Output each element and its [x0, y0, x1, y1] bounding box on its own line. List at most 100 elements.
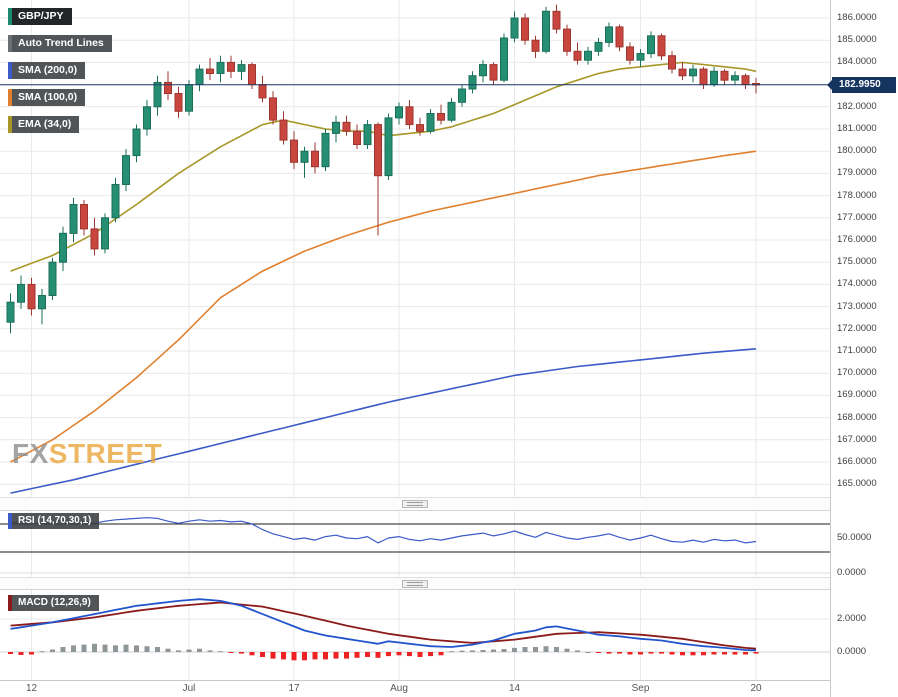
macd-histogram-bar	[344, 652, 349, 659]
macd-histogram-bar	[39, 651, 45, 653]
sma-200-badge[interactable]: SMA (200,0)	[8, 62, 86, 79]
macd-histogram-bar	[428, 652, 433, 657]
rsi-chart-canvas[interactable]	[0, 511, 830, 577]
macd-histogram-bar	[396, 652, 402, 656]
macd-histogram-bar	[8, 652, 13, 654]
candle-body	[636, 53, 645, 61]
ema-34-badge[interactable]: EMA (34,0)	[8, 116, 80, 133]
macd-histogram-bar	[564, 648, 570, 652]
macd-histogram-bar	[480, 650, 486, 652]
candle-body	[426, 113, 435, 132]
axis-tick-label: 170.0000	[837, 367, 877, 379]
macd-histogram-bar	[417, 652, 423, 657]
macd-histogram-bar	[585, 652, 591, 653]
macd-histogram-bar	[50, 649, 55, 652]
macd-histogram-bar	[333, 652, 339, 659]
candle-body	[584, 50, 592, 61]
rsi-line	[10, 517, 757, 544]
macd-histogram-bar	[732, 652, 738, 655]
candle-body	[573, 50, 582, 61]
auto-trend-lines-badge[interactable]: Auto Trend Lines	[8, 35, 112, 52]
candle-body	[647, 35, 655, 55]
ema-34-label: EMA (34,0)	[18, 118, 72, 130]
time-label: 17	[288, 683, 300, 694]
candle-body	[80, 204, 88, 230]
symbol-color-stripe	[8, 8, 12, 25]
macd-histogram-bar	[291, 652, 297, 661]
macd-histogram-bar	[29, 652, 34, 655]
panel-splitter-2[interactable]	[0, 577, 830, 590]
macd-signal-line	[10, 601, 757, 650]
macd-histogram-bar	[18, 652, 24, 655]
candle-body	[458, 88, 466, 103]
rsi-badge[interactable]: RSI (14,70,30,1)	[8, 513, 100, 529]
candle-body	[111, 184, 120, 219]
resize-grip-icon[interactable]	[402, 500, 428, 508]
macd-histogram-bar	[554, 647, 559, 652]
candle-body	[374, 124, 382, 177]
candle-body	[731, 75, 739, 81]
candle-body	[332, 121, 340, 134]
macd-histogram-bar	[92, 643, 97, 653]
macd-histogram-bar	[176, 650, 181, 652]
axis-tick-label: 182.0000	[837, 100, 877, 112]
panel-splitter-1[interactable]	[0, 497, 830, 511]
rsi-label: RSI (14,70,30,1)	[18, 515, 92, 526]
candle-body	[552, 10, 561, 30]
macd-label: MACD (12,26,9)	[18, 597, 91, 608]
candle-body	[615, 26, 624, 48]
macd-color-stripe	[8, 595, 12, 611]
watermark-fx-text: FX	[12, 438, 49, 469]
rsi-color-stripe	[8, 513, 12, 529]
price-axis-column[interactable]: 182.9950 186.0000185.0000184.0000183.000…	[827, 0, 898, 697]
sma-200-label: SMA (200,0)	[18, 64, 78, 76]
candle-body	[510, 17, 519, 39]
macd-histogram-bar	[249, 652, 255, 656]
symbol-label: GBP/JPY	[18, 10, 64, 22]
rsi-panel[interactable]: RSI (14,70,30,1)	[0, 511, 830, 577]
sma-100-label: SMA (100,0)	[18, 91, 78, 103]
candle-body	[741, 75, 750, 86]
candle-body	[164, 81, 172, 95]
time-label: 12	[25, 683, 38, 694]
time-label: 20	[750, 683, 762, 694]
macd-histogram-bar	[522, 647, 528, 652]
macd-chart-canvas[interactable]	[0, 590, 830, 680]
sma-100-badge[interactable]: SMA (100,0)	[8, 89, 86, 106]
macd-histogram-bar	[186, 649, 192, 652]
axis-tick-label: 2.0000	[837, 613, 867, 624]
candle-body	[185, 84, 193, 112]
macd-histogram-bar	[207, 650, 213, 652]
axis-tick-label: 179.0000	[837, 167, 877, 179]
auto-trend-lines-stripe	[8, 35, 12, 52]
watermark-street-text: STREET	[48, 438, 163, 469]
axis-tick-label: 171.0000	[837, 345, 877, 356]
price-chart-canvas[interactable]	[0, 0, 830, 497]
axis-tick-label: 185.0000	[837, 34, 877, 46]
macd-histogram-bar	[501, 649, 507, 652]
axis-tick-label: 0.0000	[837, 646, 867, 657]
macd-histogram-bar	[606, 652, 612, 654]
axis-tick-label: 186.0000	[837, 12, 877, 23]
price-panel[interactable]: GBP/JPY Auto Trend Lines SMA (200,0) SMA…	[0, 0, 830, 497]
macd-histogram-bar	[365, 652, 370, 657]
macd-histogram-bar	[144, 646, 150, 652]
macd-histogram-bar	[102, 644, 108, 652]
macd-histogram-bar	[648, 652, 654, 654]
macd-badge[interactable]: MACD (12,26,9)	[8, 595, 99, 611]
candle-body	[101, 217, 109, 250]
candle-body	[206, 68, 214, 74]
candle-body	[311, 150, 319, 168]
time-axis[interactable]: 12 Jul 17 Aug 14 Sep 20	[0, 680, 830, 697]
symbol-badge[interactable]: GBP/JPY	[8, 8, 72, 25]
candle-body	[248, 64, 256, 86]
candle-body	[69, 204, 78, 234]
macd-histogram-bar	[638, 652, 643, 655]
axis-tick-label: 50.0000	[837, 532, 872, 543]
resize-grip-icon[interactable]	[402, 580, 428, 588]
macd-histogram-bar	[354, 652, 360, 658]
macd-histogram-bar	[260, 652, 265, 657]
macd-panel[interactable]: MACD (12,26,9)	[0, 590, 830, 680]
macd-histogram-bar	[753, 652, 759, 654]
